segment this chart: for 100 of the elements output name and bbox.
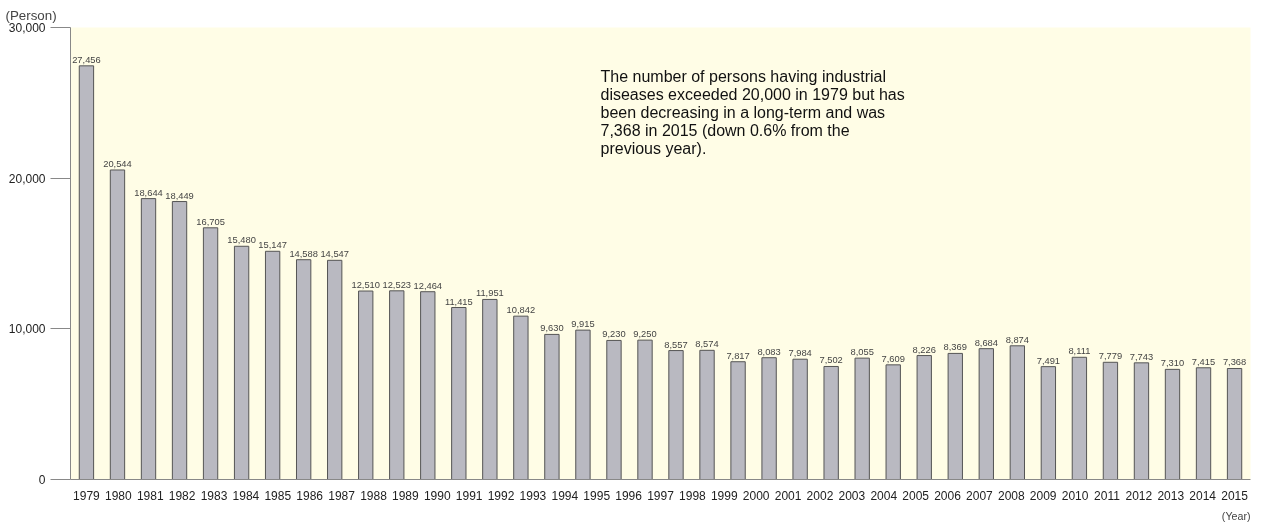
x-tick-label: 2014 (1189, 488, 1217, 503)
data-label: 14,588 (289, 248, 318, 259)
x-tick-label: 2011 (1094, 488, 1121, 503)
data-label: 7,743 (1129, 351, 1154, 362)
data-label: 27,456 (72, 54, 101, 65)
data-label: 18,449 (165, 190, 194, 201)
data-label: 8,874 (1005, 334, 1030, 345)
x-tick-label: 2009 (1029, 488, 1057, 503)
data-label: 7,368 (1222, 357, 1247, 368)
bar (358, 290, 374, 480)
data-label: 7,415 (1191, 356, 1216, 367)
x-tick-label: 1989 (392, 488, 420, 503)
data-label: 11,415 (444, 296, 473, 307)
x-tick-label: 1988 (360, 488, 388, 503)
bar (1226, 367, 1243, 480)
x-tick-label: 1982 (168, 488, 196, 503)
x-tick-label: 1999 (710, 488, 738, 503)
x-tick-label: 1998 (679, 488, 707, 503)
data-label: 8,574 (695, 339, 719, 350)
data-label: 7,779 (1098, 351, 1123, 362)
x-tick-label: 2001 (774, 488, 802, 503)
bar (389, 290, 405, 480)
annotation: The number of persons having industrial diseases exceeded 20,000 in 1979 but has been decreasing in a long-term and was 7,368 in 2015 (down 0.6% from the previous year). (600, 67, 905, 157)
x-tick-label: 1992 (487, 488, 515, 503)
bar (916, 355, 932, 480)
bar (1164, 368, 1181, 480)
bar (420, 291, 436, 480)
bar (140, 198, 157, 480)
data-label: 9,630 (540, 323, 564, 334)
y-tick-label: 30,000 (8, 21, 46, 35)
x-tick-label: 2013 (1157, 488, 1185, 503)
y-tick-label: 0 (38, 473, 46, 487)
bar (575, 329, 591, 480)
data-label: 20,544 (103, 158, 132, 169)
bar (947, 352, 963, 480)
bar (451, 307, 467, 480)
bar (978, 348, 994, 480)
bar (1195, 367, 1212, 480)
x-tick-label: 1986 (296, 488, 324, 503)
y-axis-title: (Person) (5, 7, 57, 23)
bar (295, 259, 312, 480)
bar (1133, 362, 1150, 480)
data-label: 8,557 (664, 339, 688, 350)
x-tick-label: 1990 (423, 488, 451, 503)
data-label: 10,842 (506, 305, 536, 316)
x-tick-label: 2000 (742, 488, 770, 503)
x-tick-label: 1993 (519, 488, 547, 503)
bar (482, 298, 498, 480)
x-tick-label: 1991 (455, 488, 483, 503)
data-label: 9,250 (633, 329, 657, 340)
x-tick-label: 1995 (583, 488, 611, 503)
bar (823, 365, 839, 480)
bar (109, 169, 126, 480)
data-label: 15,147 (258, 240, 287, 251)
x-tick-label: 2012 (1125, 488, 1153, 503)
x-tick-label: 1996 (615, 488, 643, 503)
data-label: 7,502 (819, 355, 843, 366)
data-label: 7,310 (1160, 358, 1185, 369)
bar (327, 259, 343, 480)
x-axis-title: (Year) (1221, 509, 1251, 522)
bar (171, 201, 188, 480)
x-tick-label: 2002 (806, 488, 834, 503)
bar (637, 339, 653, 480)
x-tick-label: 2005 (902, 488, 930, 503)
data-label: 12,510 (351, 280, 380, 291)
bar (730, 361, 746, 480)
bar (1009, 345, 1026, 480)
data-label: 8,055 (850, 347, 874, 358)
bar (668, 350, 684, 480)
x-tick-label: 2010 (1061, 488, 1089, 503)
data-label: 8,369 (943, 342, 967, 353)
bar (544, 333, 560, 480)
bar (1102, 361, 1119, 480)
bar (513, 315, 529, 480)
x-tick-label: 1985 (264, 488, 292, 503)
data-label: 8,111 (1068, 346, 1091, 357)
data-label: 12,523 (382, 279, 412, 290)
data-label: 12,464 (413, 280, 443, 291)
x-tick-label: 1979 (73, 488, 101, 503)
data-label: 9,230 (602, 329, 626, 340)
x-tick-label: 2007 (966, 488, 994, 503)
bar (699, 349, 715, 480)
bar (202, 227, 219, 480)
x-tick-label: 1981 (136, 488, 164, 503)
y-tick-label: 10,000 (8, 322, 46, 337)
data-label: 8,226 (912, 344, 936, 355)
data-label: 7,609 (881, 353, 905, 364)
bar (1040, 366, 1057, 480)
x-tick-label: 2004 (870, 488, 898, 503)
data-label: 7,984 (788, 348, 812, 359)
x-tick-label: 2008 (997, 488, 1025, 503)
bar (78, 65, 95, 480)
data-label: 7,491 (1036, 355, 1061, 366)
x-tick-label: 1987 (328, 488, 356, 503)
bar (792, 358, 808, 480)
data-label: 9,915 (571, 319, 595, 330)
bar (885, 364, 901, 480)
x-tick-label: 1980 (104, 488, 133, 503)
data-label: 11,951 (475, 288, 504, 299)
x-tick-label: 2006 (934, 488, 962, 503)
